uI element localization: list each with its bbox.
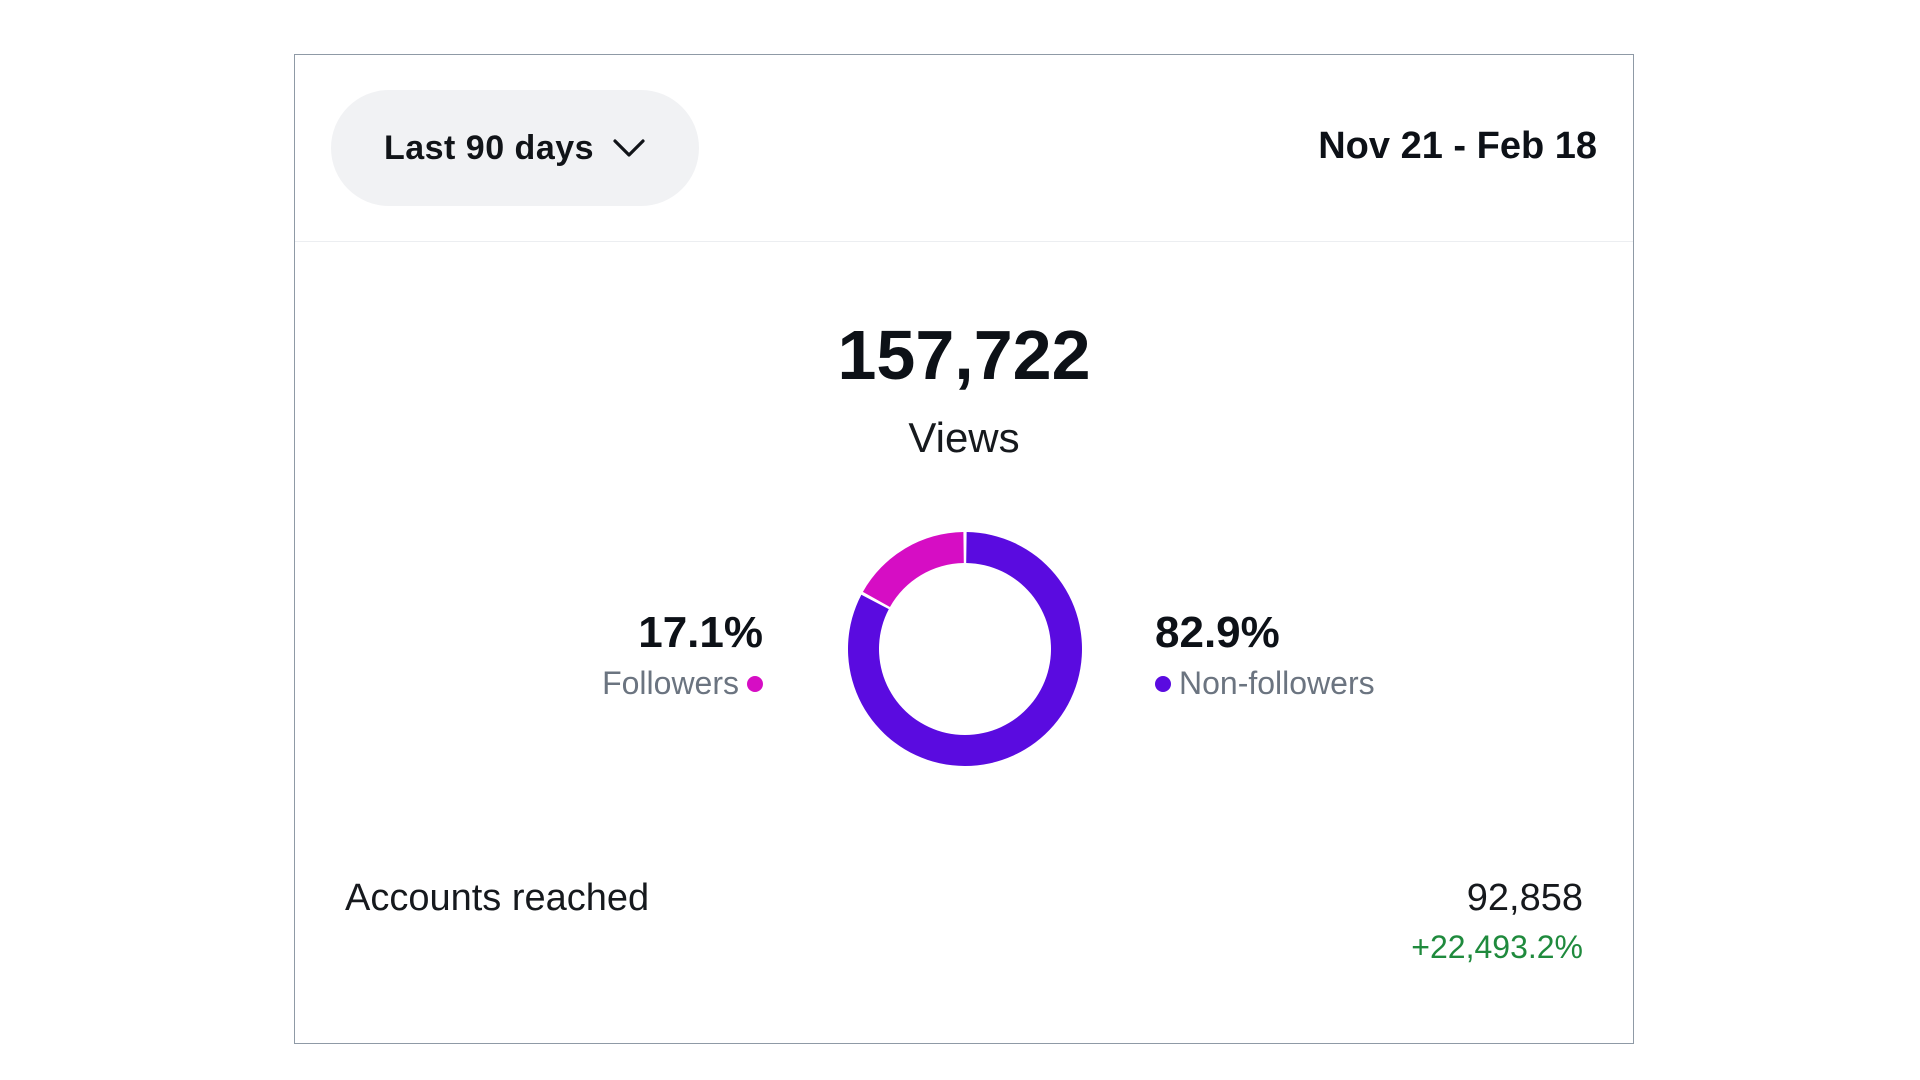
non-followers-legend: Non-followers xyxy=(1155,665,1375,702)
views-insights-card: Last 90 days Nov 21 - Feb 18 157,722 Vie… xyxy=(294,54,1634,1044)
card-header: Last 90 days Nov 21 - Feb 18 xyxy=(295,55,1633,242)
followers-percent: 17.1% xyxy=(638,608,763,657)
views-donut-chart xyxy=(848,532,1082,766)
accounts-reached-value: 92,858 xyxy=(1466,877,1583,919)
non-followers-label: Non-followers xyxy=(1179,665,1375,701)
non-followers-breakdown: 82.9% Non-followers xyxy=(1155,611,1375,702)
chevron-down-icon xyxy=(613,139,645,157)
followers-color-dot xyxy=(747,675,763,692)
non-followers-percent: 82.9% xyxy=(1155,608,1280,657)
followers-breakdown: 17.1% Followers xyxy=(602,611,763,702)
accounts-reached-change: +22,493.2% xyxy=(1411,929,1583,965)
accounts-reached-label: Accounts reached xyxy=(345,877,650,919)
followers-label: Followers xyxy=(602,665,739,701)
date-range-dropdown-label: Last 90 days xyxy=(383,128,595,167)
non-followers-color-dot xyxy=(1155,675,1171,692)
followers-legend: Followers xyxy=(602,665,763,702)
views-label: Views xyxy=(908,414,1020,461)
views-total: 157,722 xyxy=(837,316,1091,394)
date-range-dropdown[interactable]: Last 90 days xyxy=(331,90,699,206)
donut-slice-followers xyxy=(862,532,964,607)
date-range-text: Nov 21 - Feb 18 xyxy=(1318,125,1597,167)
